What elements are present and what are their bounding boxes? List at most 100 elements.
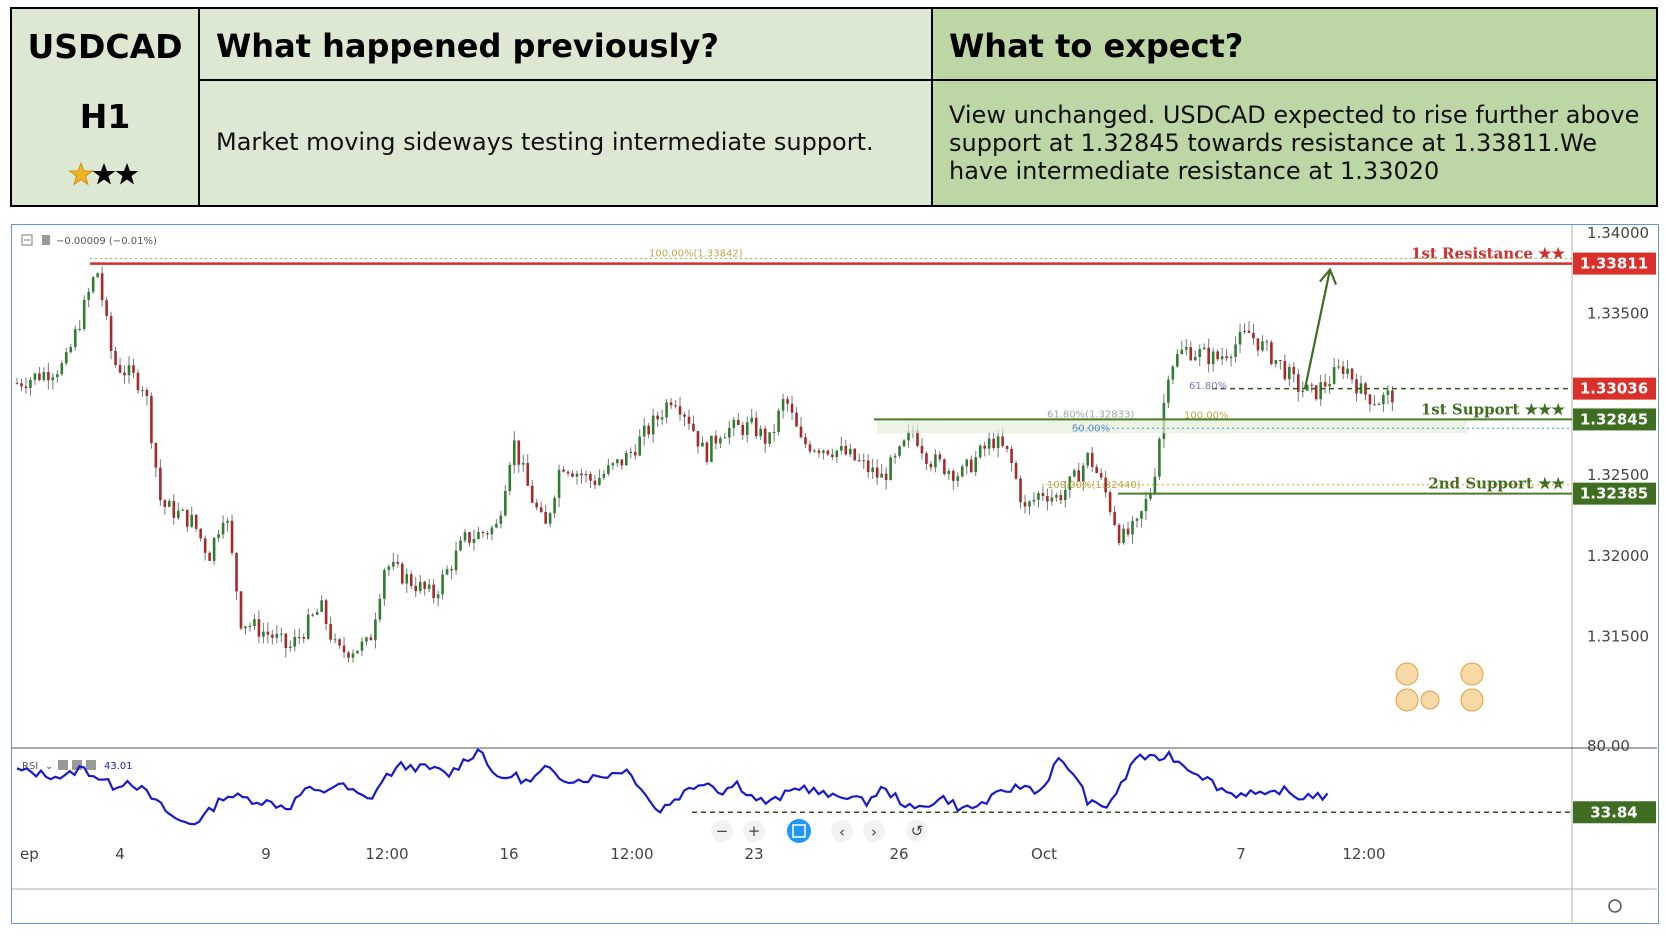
candle <box>302 633 306 644</box>
fullscreen-button[interactable] <box>787 819 811 843</box>
price-badge-label: 1.32385 <box>1580 485 1648 503</box>
candle <box>772 423 776 442</box>
candle <box>719 435 722 449</box>
expect-heading-cell: What to expect? <box>933 9 1656 81</box>
candle <box>154 442 158 478</box>
candle <box>1028 500 1031 515</box>
collapse-icon[interactable] <box>21 234 33 246</box>
time-tick-label: 26 <box>889 845 908 863</box>
candle <box>539 501 543 514</box>
reset-icon: ↺ <box>911 822 924 840</box>
price-pane <box>15 266 1394 663</box>
price-badge <box>1573 408 1656 431</box>
candle <box>1350 367 1354 384</box>
candle <box>598 469 601 486</box>
candle <box>526 454 530 486</box>
time-tick-label: 12:00 <box>1342 845 1385 863</box>
reset-button[interactable] <box>906 820 928 842</box>
candle <box>145 387 149 406</box>
candle <box>159 459 162 506</box>
candle <box>857 453 861 463</box>
price-badge <box>1573 252 1656 275</box>
rsi-label[interactable]: RSI <box>22 761 38 772</box>
time-tick-label: 7 <box>1236 845 1246 863</box>
rsi-settings-icon[interactable] <box>72 760 82 770</box>
candle <box>669 398 673 409</box>
candle <box>571 470 574 478</box>
candle <box>1046 488 1049 511</box>
candle <box>647 422 650 439</box>
candle <box>235 552 238 600</box>
candle <box>24 377 28 394</box>
zoom-out-button[interactable] <box>711 820 733 842</box>
candle <box>1364 381 1367 401</box>
candle <box>1310 382 1314 393</box>
candle <box>960 464 964 478</box>
candle <box>185 509 189 532</box>
price-chart[interactable]: −0.00009 (−0.01%) RSI ⌄ 43.01 80.00 33.84… <box>11 224 1659 924</box>
candle <box>221 515 225 539</box>
star-icon-1 <box>68 161 94 186</box>
candle <box>822 449 825 460</box>
scroll-left-button[interactable] <box>831 820 853 842</box>
rsi-close-icon[interactable] <box>86 760 96 770</box>
candle <box>91 275 95 294</box>
candle <box>1220 347 1224 366</box>
candle <box>736 413 740 426</box>
candle <box>1265 339 1269 351</box>
rsi-line <box>16 748 1329 826</box>
candle <box>987 431 991 456</box>
time-tick-label: 23 <box>744 845 763 863</box>
candle <box>1167 375 1170 409</box>
candle <box>333 633 337 644</box>
candle <box>1207 338 1210 373</box>
candle <box>562 466 565 473</box>
candle <box>566 470 570 477</box>
candle <box>508 462 512 496</box>
candle <box>1081 462 1085 491</box>
candle <box>132 358 135 379</box>
candle <box>732 416 736 437</box>
rsi-eye-icon[interactable] <box>58 760 68 770</box>
candle <box>808 440 812 454</box>
candle <box>1391 385 1394 411</box>
event-icons[interactable] <box>1395 662 1484 712</box>
gear-icon[interactable] <box>1608 899 1622 913</box>
candle <box>365 636 368 646</box>
candle <box>1229 354 1233 367</box>
candle <box>777 408 780 436</box>
rsi-dropdown-icon[interactable]: ⌄ <box>45 761 53 772</box>
rsi-level-badge <box>1573 801 1656 824</box>
candle <box>275 625 279 644</box>
axes: 1.34000 1.33500 1.32500 1.32000 1.31500 ep 4 9 1… <box>20 225 1649 863</box>
candle <box>418 575 422 594</box>
price-tick-label: 1.34000 <box>1587 225 1649 242</box>
candle <box>548 512 552 527</box>
chart-toolbar[interactable]: − + ‹ › ↺ <box>711 819 928 843</box>
candle <box>1234 336 1237 363</box>
candle <box>441 569 444 600</box>
candle <box>392 552 395 571</box>
chart-canvas[interactable]: −0.00009 (−0.01%) RSI ⌄ 43.01 80.00 33.84… <box>12 225 1657 922</box>
candle <box>602 469 606 480</box>
arrow-head-icon <box>1319 267 1338 285</box>
scroll-right-button[interactable] <box>863 820 885 842</box>
candle <box>1014 460 1018 481</box>
candle <box>629 447 633 459</box>
candle <box>20 379 23 392</box>
expect-body-cell: View unchanged. USDCAD expected to rise … <box>933 81 1656 205</box>
candle <box>1059 490 1063 505</box>
candle <box>293 629 297 652</box>
candle <box>284 632 288 658</box>
candle <box>454 541 458 575</box>
candle <box>56 370 59 383</box>
candle <box>763 425 767 453</box>
event-icon-usd-3 <box>1460 688 1484 712</box>
event-icon-cad <box>1395 662 1419 686</box>
zoom-in-button[interactable] <box>743 820 765 842</box>
candle <box>714 430 718 450</box>
candle <box>1243 323 1246 335</box>
symbol-label: USDCAD <box>27 27 183 66</box>
candle <box>239 590 243 631</box>
candle <box>499 510 503 529</box>
